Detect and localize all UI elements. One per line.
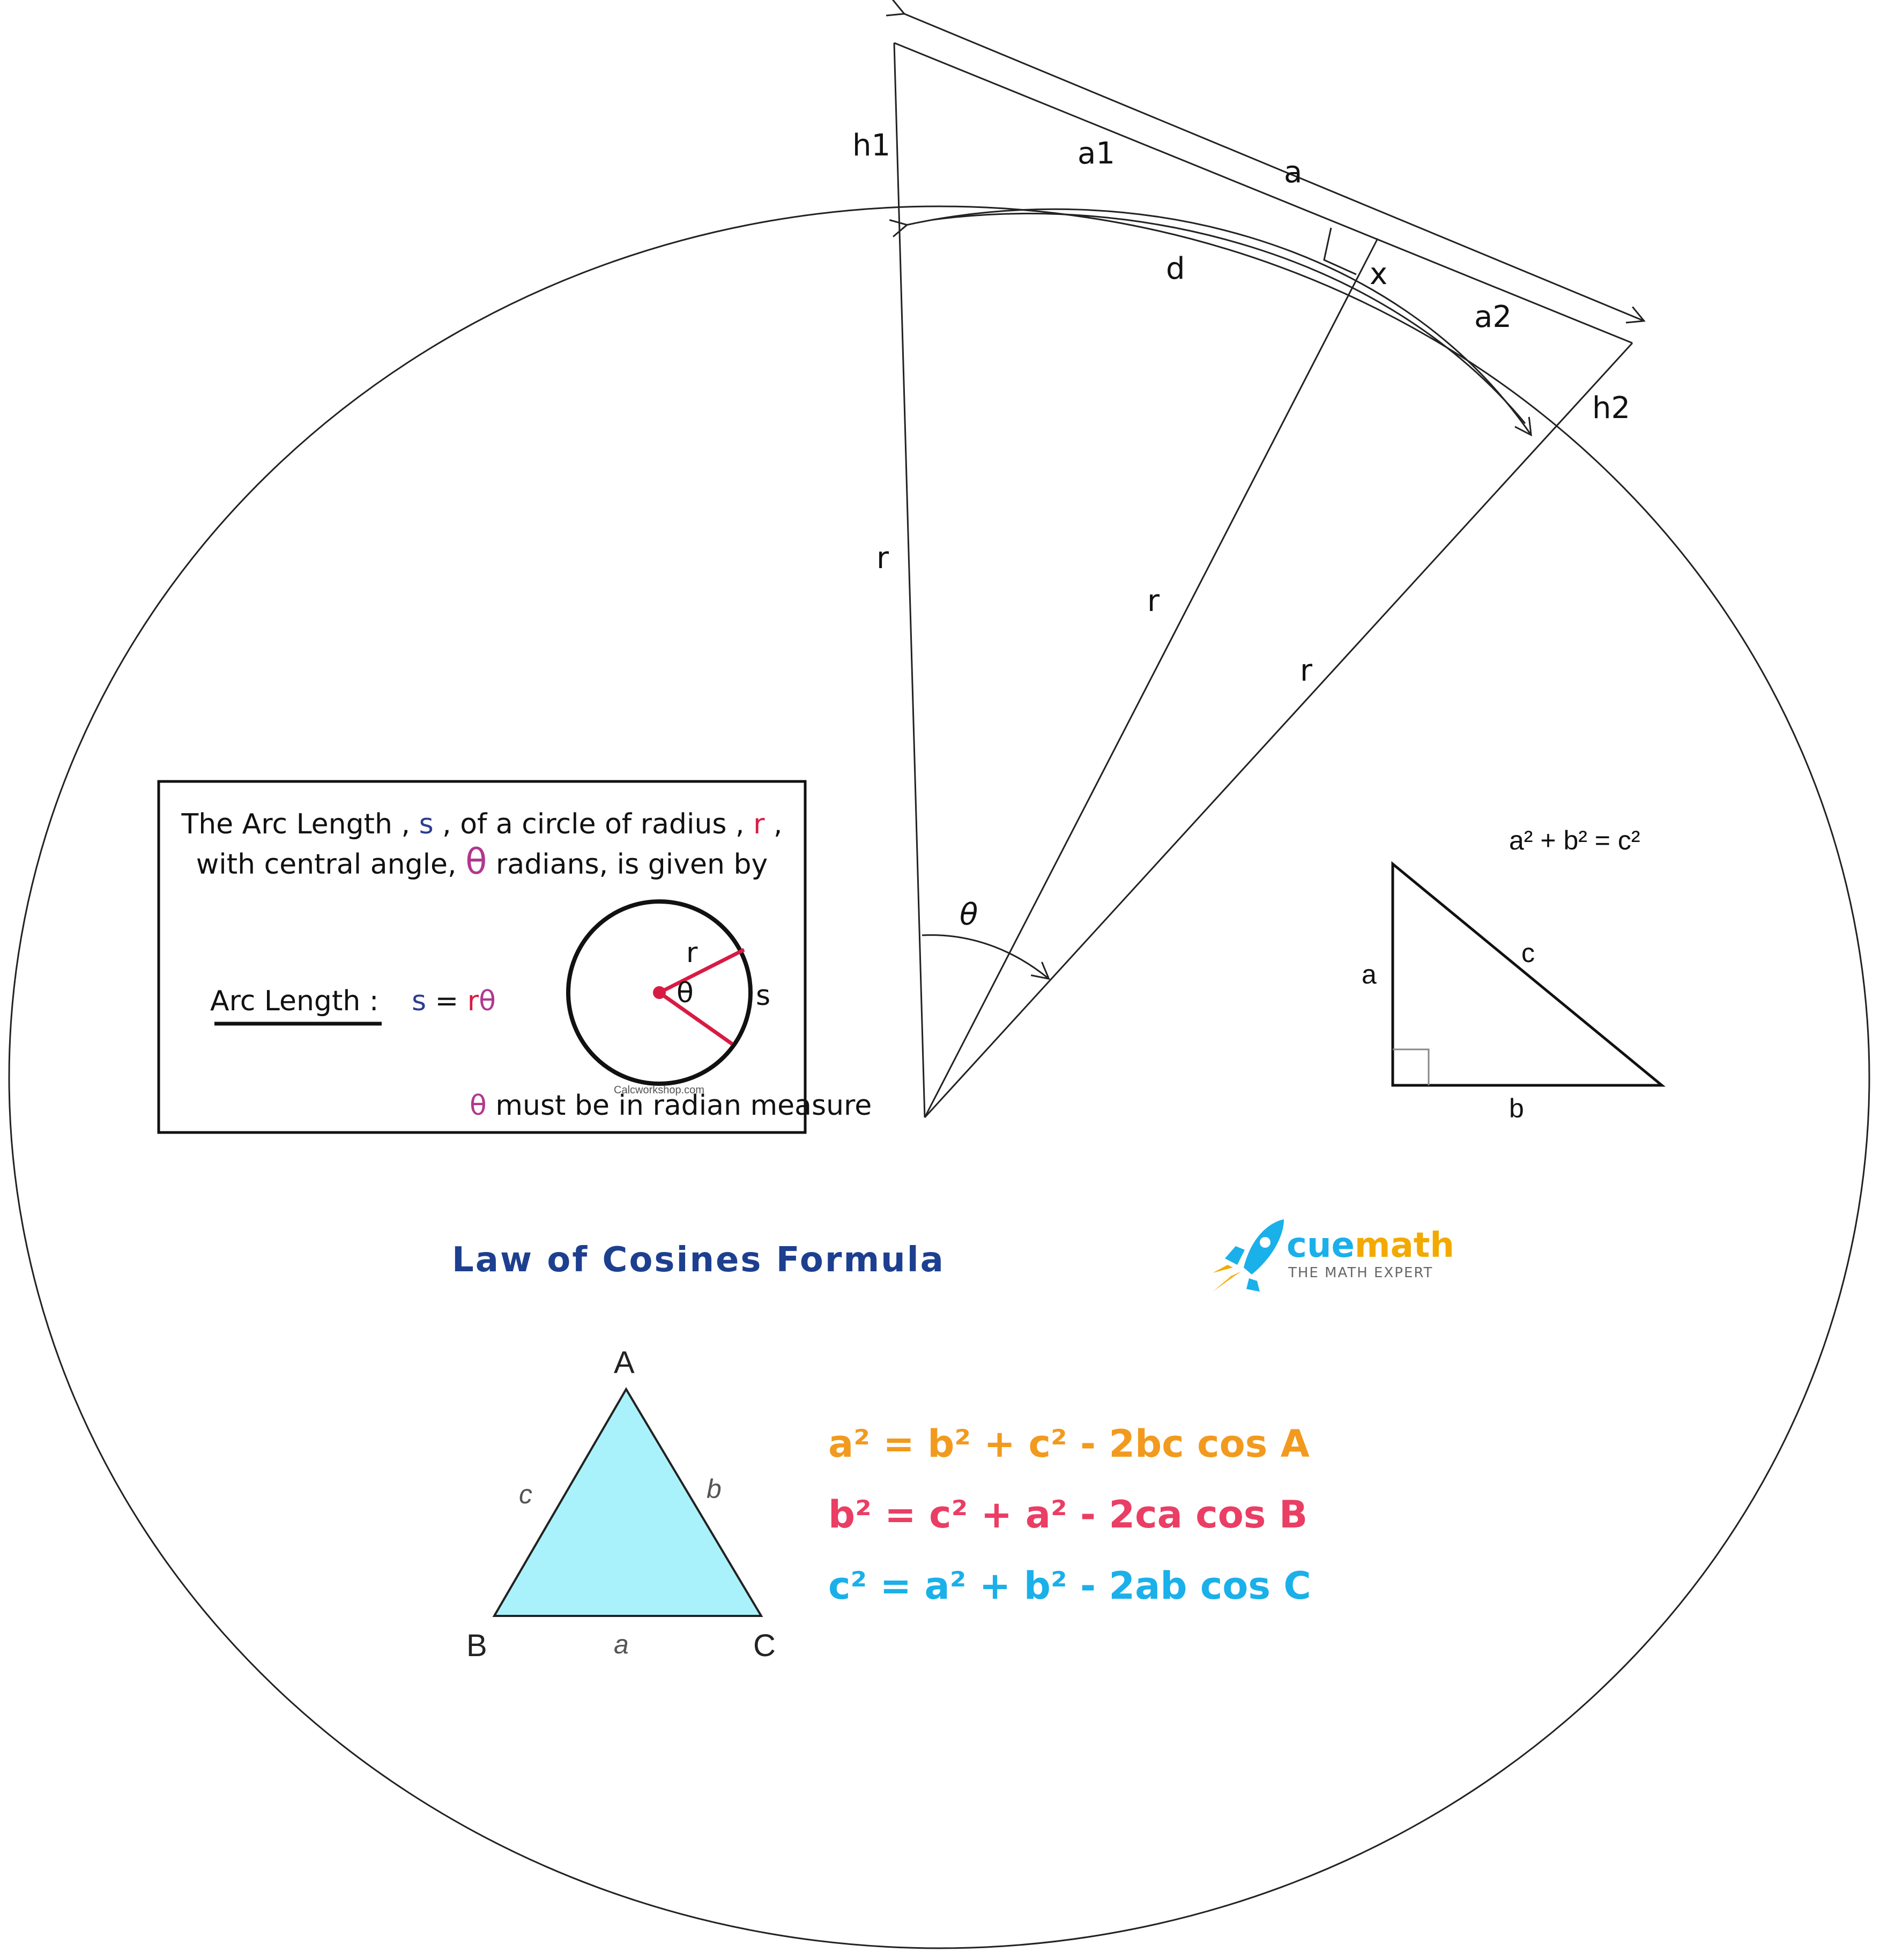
cosine-formula-c: c² = a² + b² - 2ab cos C xyxy=(828,1564,1311,1608)
dimension-arrow-a xyxy=(886,0,1646,324)
arc-d-arrow xyxy=(889,208,1532,437)
sketch-labels: h1 a1 a d x a2 h2 r r r θ xyxy=(852,128,1630,932)
label-a1: a1 xyxy=(1078,136,1115,171)
vertex-C: C xyxy=(753,1628,776,1663)
cosine-formula-a: a² = b² + c² - 2bc cos A xyxy=(828,1422,1310,1466)
law-of-cosines-title: Law of Cosines Formula xyxy=(452,1240,945,1280)
label-h1: h1 xyxy=(852,128,890,163)
arc-length-box: The Arc Length , s , of a circle of radi… xyxy=(157,780,872,1134)
left-radius-line xyxy=(893,42,926,1118)
cuemath-tagline: THE MATH EXPERT xyxy=(1288,1265,1433,1281)
law-triangle xyxy=(492,1387,763,1617)
label-h2: h2 xyxy=(1592,391,1630,426)
arc-box-theta: θ xyxy=(465,841,487,882)
arc-length-formula-label: Arc Length : xyxy=(210,985,378,1017)
arc-illustration-circle xyxy=(566,899,753,1086)
pythagoras-diagram: a² + b² = c² a c b xyxy=(1362,825,1666,1123)
label-x: x xyxy=(1370,257,1387,292)
side-label-a: a xyxy=(614,1629,629,1659)
vertex-B: B xyxy=(466,1628,487,1663)
arc-box-r: r xyxy=(753,808,765,840)
cosine-formula-b: b² = c² + a² - 2ca cos B xyxy=(828,1493,1307,1537)
right-triangle-label-b: b xyxy=(1509,1093,1524,1123)
arc-illustration-r: r xyxy=(686,937,698,969)
arc-illustration-radius-1 xyxy=(658,948,745,995)
arc-box-line-2: with central angle, θ radians, is given … xyxy=(196,841,768,882)
label-r-left: r xyxy=(876,541,889,576)
label-d: d xyxy=(1166,251,1185,286)
right-triangle-label-a: a xyxy=(1362,959,1377,989)
label-theta: θ xyxy=(960,897,978,932)
right-triangle-label-c: c xyxy=(1521,938,1535,968)
top-edge-line xyxy=(894,42,1633,344)
law-of-cosines: Law of Cosines Formula A B C c b a a² = … xyxy=(452,1240,1311,1663)
arc-illustration-s: s xyxy=(756,980,770,1012)
side-label-c: c xyxy=(519,1479,532,1509)
label-r-middle: r xyxy=(1147,584,1160,618)
pythagoras-formula: a² + b² = c² xyxy=(1509,825,1640,855)
rocket-icon xyxy=(1213,1219,1284,1292)
radian-note: θ must be in radian measure xyxy=(470,1090,872,1122)
right-triangle xyxy=(1391,861,1666,1087)
right-radius-line xyxy=(924,342,1633,1119)
arc-illustration-theta: θ xyxy=(677,977,694,1009)
arc-length-formula: s = rθ xyxy=(412,985,496,1017)
cuemath-wordmark: cuemath xyxy=(1287,1226,1454,1265)
arc-box-line-1: The Arc Length , s , of a circle of radi… xyxy=(181,808,782,840)
calcworkshop-watermark: Calcworkshop.com xyxy=(614,1084,704,1096)
sketch-geometry xyxy=(886,0,1646,1119)
theta-angle-arrow xyxy=(922,934,1051,980)
label-a2: a2 xyxy=(1474,300,1512,334)
right-triangle-angle-marker xyxy=(1393,1048,1430,1085)
cuemath-logo: cuemath THE MATH EXPERT xyxy=(1213,1219,1454,1292)
arc-illustration-radius-2 xyxy=(658,991,734,1046)
arc-d-stroke-2 xyxy=(932,213,1526,424)
label-r-right: r xyxy=(1300,653,1313,688)
side-label-b: b xyxy=(707,1474,722,1504)
label-a: a xyxy=(1284,155,1302,190)
arc-illustration-center xyxy=(653,986,666,999)
vertex-A: A xyxy=(614,1345,635,1380)
arc-box-s: s xyxy=(419,808,434,840)
